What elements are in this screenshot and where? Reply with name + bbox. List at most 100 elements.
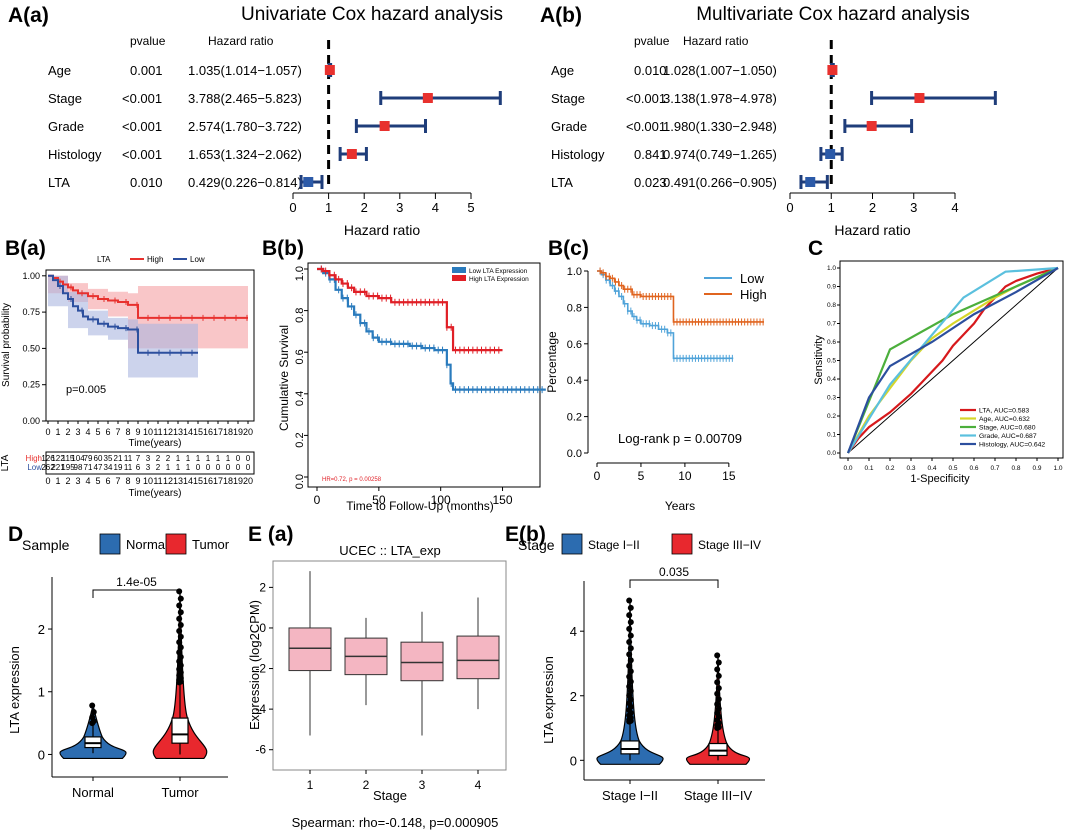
risk-count: 98: [74, 463, 83, 472]
risk-x-tick-label: 8: [125, 476, 130, 486]
survival-curve: [317, 267, 503, 352]
outlier-point: [626, 673, 633, 680]
p-value-label: p=0.005: [66, 384, 106, 396]
risk-count: 71: [84, 463, 93, 472]
risk-count: 0: [236, 463, 241, 472]
outlier-point: [626, 639, 633, 646]
outlier-point: [627, 668, 634, 675]
y-tick-label: 0.3: [827, 395, 836, 402]
risk-count: 6: [136, 463, 141, 472]
outlier-point: [176, 588, 183, 595]
violin-plot-sample: Sample Normal Tumor 0 1 2 LTA expression Normal…: [7, 533, 230, 800]
x-tick-label: 16: [203, 427, 213, 437]
outlier-point: [714, 701, 721, 708]
risk-x-tick-label: 0: [45, 476, 50, 486]
outlier-point: [714, 679, 721, 686]
box: [456, 635, 500, 680]
outlier-point: [176, 649, 183, 656]
risk-count: 0: [226, 463, 231, 472]
y-axis-label: LTA expression: [541, 656, 556, 744]
x-tick-label: 0.5: [948, 465, 957, 472]
legend-swatch: [671, 533, 693, 555]
x-tick-label: 150: [493, 493, 513, 507]
outlier-point: [714, 690, 721, 697]
forest-plot-univariate: Univariate Cox hazard analysis pvalue Haza…: [48, 4, 503, 238]
x-tick-label: 0.7: [990, 465, 999, 472]
x-tick-label: 0.0: [843, 465, 852, 472]
y-axis-label: Survival probability: [1, 303, 12, 387]
y-tick-label: 0.6: [827, 339, 836, 346]
y-tick-label: 0.0: [827, 450, 836, 457]
row-hazard-ratio: 2.574(1.780−3.722): [188, 119, 302, 134]
x-tick-label: Stage I−II: [602, 788, 658, 803]
risk-count: 2: [166, 454, 171, 463]
risk-x-tick-label: 5: [95, 476, 100, 486]
risk-count: 1: [166, 463, 171, 472]
risk-x-tick-label: 20: [243, 476, 253, 486]
hr-point: [379, 121, 390, 131]
outlier-point: [176, 602, 183, 609]
risk-x-tick-label: 19: [233, 476, 243, 486]
risk-count: 1: [196, 454, 201, 463]
y-tick-label: 0.2: [827, 413, 836, 420]
x-tick-label: 100: [431, 493, 451, 507]
outlier-point: [177, 595, 184, 602]
y-tick-label: 0.8: [294, 308, 306, 323]
y-tick-label: 0.0: [294, 474, 306, 489]
box: [708, 742, 728, 757]
legend-label: Low: [740, 271, 764, 286]
outlier-point: [626, 683, 633, 690]
x-tick-label: 3: [396, 200, 403, 215]
row-label: Grade: [551, 119, 587, 134]
x-tick-label: 0: [594, 469, 601, 483]
risk-x-tick-label: 11: [153, 476, 162, 486]
risk-count: 11: [124, 463, 133, 472]
legend-swatch: [561, 533, 583, 555]
risk-count: 262: [41, 463, 55, 472]
legend-title: LTA: [97, 255, 111, 264]
x-tick-label: 13: [173, 427, 183, 437]
risk-count: 1: [176, 454, 181, 463]
risk-row-name: High: [26, 454, 42, 463]
x-tick-label: 0.4: [927, 465, 936, 472]
roc-curve: [847, 266, 1059, 454]
x-tick-label: 0.8: [1011, 465, 1020, 472]
row-pvalue: 0.023: [634, 175, 667, 190]
risk-table-frame: [45, 451, 255, 475]
x-tick-label: 3: [75, 427, 80, 437]
x-tick-label: 2: [65, 427, 70, 437]
outlier-point: [626, 597, 633, 604]
risk-count: 104: [71, 454, 85, 463]
roc-curve: [846, 267, 1059, 454]
legend-label: High: [147, 255, 163, 264]
y-tick-label: 1.0: [294, 266, 306, 281]
legend-label: LTA, AUC=0.583: [979, 408, 1029, 415]
p-value-label: 0.035: [659, 565, 689, 579]
x-tick-label: 0: [45, 427, 50, 437]
legend-label: Grade, AUC=0.687: [979, 433, 1037, 440]
hr-point: [866, 121, 877, 131]
x-tick-label: 0.3: [906, 465, 915, 472]
x-axis-label: Stage: [373, 788, 407, 803]
y-tick-label: -4: [255, 702, 266, 716]
plot-frame: [307, 262, 541, 488]
col-header-pvalue: pvalue: [130, 34, 166, 48]
panel-label-d: D: [8, 523, 23, 546]
plot-frame: [272, 560, 507, 771]
x-tick-label: 4: [475, 778, 482, 792]
outlier-point: [714, 666, 721, 673]
row-hazard-ratio: 1.028(1.007−1.050): [663, 63, 777, 78]
boxplot-title: UCEC :: LTA_exp: [339, 543, 440, 558]
forest-title: Univariate Cox hazard analysis: [241, 4, 503, 25]
risk-count: 47: [94, 463, 103, 472]
risk-count: 19: [114, 463, 123, 472]
y-axis-label: Sensitivity: [813, 335, 825, 385]
y-tick-label: 0.8: [567, 302, 582, 314]
violin-plot-stage: Stage Stage I−II Stage III−IV 0 2 4 LTA expres…: [518, 533, 765, 803]
legend-swatch: [99, 533, 121, 555]
legend-label: Stage, AUC=0.680: [979, 425, 1036, 432]
y-tick-label: 0.50: [22, 343, 40, 353]
outlier-point: [626, 612, 633, 619]
